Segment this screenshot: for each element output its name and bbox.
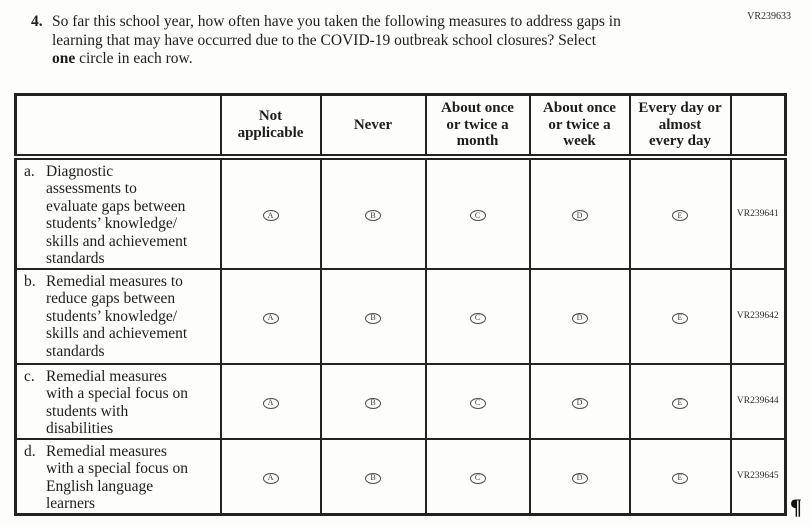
- option-bubble-b-never[interactable]: B: [365, 312, 381, 324]
- question-text: So far this school year, how often have …: [52, 13, 621, 69]
- cell-d-not-applicable: A: [219, 437, 322, 515]
- option-bubble-c-once-twice-month[interactable]: C: [469, 397, 486, 409]
- bubble-letter: D: [576, 473, 583, 482]
- cell-a-once-twice-week: D: [528, 155, 631, 270]
- cell-c-not-applicable: A: [219, 362, 322, 440]
- option-bubble-a-every-day[interactable]: E: [672, 210, 688, 221]
- header-empty-left: [14, 93, 222, 160]
- row-label-c: c. Remedial measures with a special focu…: [14, 362, 222, 440]
- row-code-d: VR239645: [729, 437, 787, 515]
- cell-a-every-day: E: [628, 155, 732, 270]
- bubble-letter: D: [576, 313, 583, 322]
- cell-b-every-day: E: [628, 267, 732, 365]
- cell-d-never: B: [319, 437, 427, 515]
- option-bubble-c-every-day[interactable]: E: [672, 397, 688, 409]
- option-bubble-b-once-twice-week[interactable]: D: [571, 312, 588, 324]
- bubble-letter: C: [474, 313, 481, 322]
- cell-a-never: B: [319, 155, 427, 270]
- cell-d-once-twice-month: C: [424, 437, 531, 515]
- question-text-after: circle in each row.: [75, 50, 193, 67]
- header-empty-right: [729, 93, 787, 160]
- question-bold-word: one: [52, 50, 76, 67]
- row-marker-b: b.: [24, 272, 36, 290]
- bubble-letter: B: [370, 313, 376, 322]
- table-row-a: a. Diagnostic assessments to evaluate ga…: [14, 155, 787, 270]
- option-bubble-b-once-twice-month[interactable]: C: [469, 312, 486, 324]
- bubble-letter: B: [370, 210, 376, 220]
- bubble-letter: C: [474, 210, 481, 220]
- row-code-c: VR239644: [729, 362, 787, 440]
- option-bubble-d-once-twice-week[interactable]: D: [571, 472, 588, 484]
- table-row-b: b. Remedial measures to reduce gaps betw…: [14, 267, 787, 365]
- option-bubble-c-never[interactable]: B: [365, 397, 381, 409]
- bubble-letter: E: [677, 210, 683, 220]
- table-row-c: c. Remedial measures with a special focu…: [14, 362, 787, 440]
- header-row: Not applicable Never About once or twice…: [14, 93, 787, 160]
- row-marker-d: d.: [24, 442, 36, 460]
- option-bubble-d-never[interactable]: B: [365, 472, 381, 484]
- row-marker-a: a.: [24, 162, 35, 180]
- bubble-letter: C: [474, 473, 481, 482]
- row-code-b: VR239642: [729, 267, 787, 365]
- row-marker-c: c.: [24, 367, 35, 385]
- pilcrow-mark: ¶: [790, 494, 802, 519]
- cell-b-once-twice-week: D: [528, 267, 631, 365]
- cell-c-once-twice-month: C: [424, 362, 531, 440]
- option-bubble-a-once-twice-week[interactable]: D: [571, 210, 588, 221]
- cell-c-once-twice-week: D: [528, 362, 631, 440]
- cell-c-every-day: E: [628, 362, 732, 440]
- response-grid: Not applicable Never About once or twice…: [14, 93, 787, 516]
- question-number: 4.: [31, 13, 43, 30]
- row-text-a: Diagnostic assessments to evaluate gaps …: [46, 162, 188, 267]
- cell-d-once-twice-week: D: [528, 437, 631, 515]
- question-text-before: So far this school year, how often have …: [52, 13, 621, 49]
- column-header-once-twice-week: About once or twice a week: [528, 93, 631, 160]
- option-bubble-c-once-twice-week[interactable]: D: [571, 397, 588, 409]
- form-code-top: VR239633: [747, 11, 791, 22]
- row-label-a: a. Diagnostic assessments to evaluate ga…: [14, 155, 222, 270]
- row-text-d: Remedial measures with a special focus o…: [46, 442, 189, 513]
- bubble-letter: E: [677, 473, 683, 482]
- option-bubble-a-not-applicable[interactable]: A: [262, 210, 279, 221]
- column-header-every-day: Every day or almost every day: [628, 93, 732, 160]
- cell-b-once-twice-month: C: [424, 267, 531, 365]
- table-row-d: d. Remedial measures with a special focu…: [14, 437, 787, 515]
- column-header-once-twice-month: About once or twice a month: [424, 93, 531, 160]
- option-bubble-d-every-day[interactable]: E: [672, 472, 688, 484]
- cell-a-not-applicable: A: [219, 155, 322, 270]
- bubble-letter: A: [267, 398, 274, 407]
- option-bubble-a-never[interactable]: B: [365, 210, 381, 221]
- bubble-letter: D: [576, 210, 583, 220]
- bubble-letter: B: [370, 398, 376, 407]
- cell-d-every-day: E: [628, 437, 732, 515]
- bubble-letter: B: [370, 473, 376, 482]
- bubble-letter: C: [474, 398, 481, 407]
- cell-c-never: B: [319, 362, 427, 440]
- option-bubble-b-not-applicable[interactable]: A: [262, 312, 279, 324]
- option-bubble-b-every-day[interactable]: E: [672, 312, 688, 324]
- row-code-a: VR239641: [729, 155, 787, 270]
- cell-b-not-applicable: A: [219, 267, 322, 365]
- row-text-b: Remedial measures to reduce gaps between…: [46, 272, 188, 360]
- option-bubble-a-once-twice-month[interactable]: C: [469, 210, 486, 221]
- column-header-never: Never: [319, 93, 427, 160]
- bubble-letter: A: [267, 313, 274, 322]
- cell-a-once-twice-month: C: [424, 155, 531, 270]
- question-block: 4. So far this school year, how often ha…: [31, 13, 621, 69]
- bubble-letter: E: [677, 398, 683, 407]
- row-label-d: d. Remedial measures with a special focu…: [14, 437, 222, 515]
- bubble-letter: D: [576, 398, 583, 407]
- option-bubble-d-not-applicable[interactable]: A: [262, 472, 279, 484]
- row-text-c: Remedial measures with a special focus o…: [46, 367, 189, 437]
- bubble-letter: A: [267, 473, 274, 482]
- row-label-b: b. Remedial measures to reduce gaps betw…: [14, 267, 222, 365]
- bubble-letter: A: [267, 210, 274, 220]
- column-header-not-applicable: Not applicable: [219, 93, 322, 160]
- cell-b-never: B: [319, 267, 427, 365]
- option-bubble-c-not-applicable[interactable]: A: [262, 397, 279, 409]
- option-bubble-d-once-twice-month[interactable]: C: [469, 472, 486, 484]
- bubble-letter: E: [677, 313, 683, 322]
